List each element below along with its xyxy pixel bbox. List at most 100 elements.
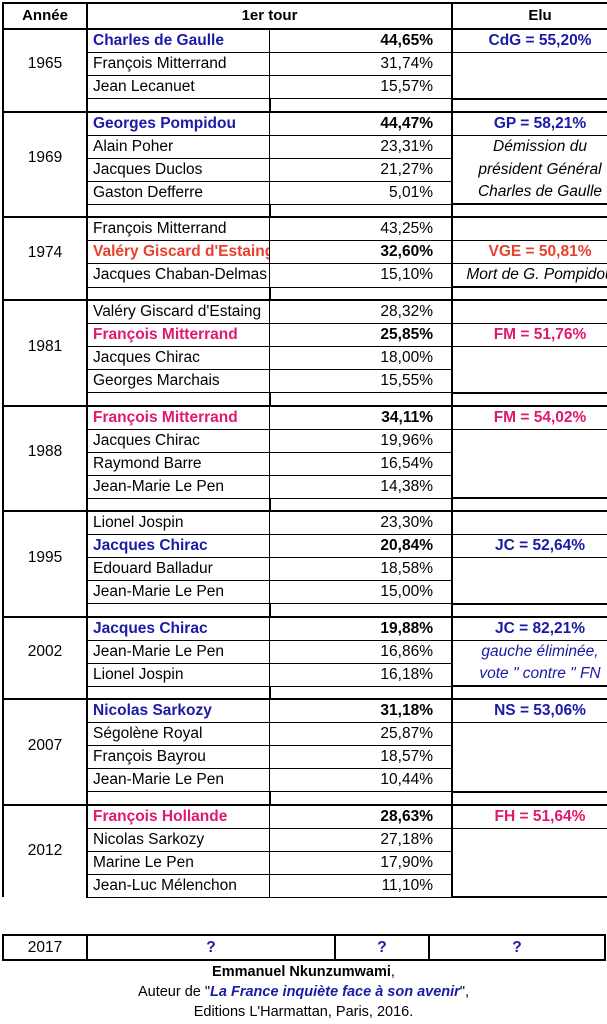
candidate-pct: 31,74%: [269, 52, 453, 76]
future-row-table: 2017 ? ? ?: [2, 934, 606, 961]
candidate-pct: 23,31%: [269, 135, 453, 159]
candidate-name: Jacques Chirac: [87, 346, 270, 370]
elected-cell: [452, 745, 607, 769]
candidate-name: Lionel Jospin: [87, 510, 270, 535]
book-suffix: ",: [459, 984, 470, 1000]
future-row: 2017 ? ? ?: [2, 934, 606, 961]
candidate-name: Jacques Chirac: [87, 534, 270, 558]
candidate-pct: 18,58%: [269, 557, 453, 581]
elected-cell: [452, 851, 607, 874]
candidate-name: Raymond Barre: [87, 452, 270, 476]
elected-cell: JC = 52,64%: [452, 534, 607, 558]
candidate-pct: 34,11%: [269, 404, 453, 430]
candidate-name: Gaston Defferre: [87, 181, 270, 205]
elected-cell: FM = 51,76%: [452, 323, 607, 347]
elected-cell: CdG = 55,20%: [452, 28, 607, 53]
table-row: 1981 Valéry Giscard d'Estaing 28,32%: [2, 299, 607, 393]
candidate-name: Edouard Balladur: [87, 557, 270, 581]
table-row: Ségolène Royal 25,87%: [3, 722, 607, 746]
elected-cell: [452, 369, 607, 394]
footer: Emmanuel Nkunzumwami, Auteur de "La Fran…: [0, 962, 607, 1022]
future-year: 2017: [2, 934, 88, 961]
separator-row: [2, 498, 607, 511]
candidate-pct: 16,54%: [269, 452, 453, 476]
candidate-pct: 15,57%: [269, 75, 453, 99]
table-row: François Mitterrand 31,74%: [3, 52, 607, 76]
author-name: Emmanuel Nkunzumwami: [212, 964, 391, 980]
table-row: Jean Lecanuet 15,57%: [3, 75, 607, 100]
candidate-pct: 32,60%: [269, 240, 453, 264]
candidate-pct: 14,38%: [269, 475, 453, 499]
candidate-name: Charles de Gaulle: [87, 28, 270, 53]
book-prefix: Auteur de ": [137, 984, 211, 1000]
table-row: 1965 Charles de Gaulle 44,65% CdG = 55,20%: [2, 28, 607, 99]
footer-author-line: Emmanuel Nkunzumwami,: [0, 962, 607, 982]
header-elected: Elu: [451, 2, 607, 30]
separator-row: [2, 392, 607, 406]
elected-cell: président Général: [452, 158, 607, 181]
candidate-name: François Mitterrand: [87, 216, 270, 241]
candidate-name: Nicolas Sarkozy: [87, 828, 270, 852]
candidate-name: Jean-Marie Le Pen: [87, 640, 270, 664]
candidate-pct: 23,30%: [269, 510, 453, 535]
future-pct: ?: [334, 934, 430, 961]
footer-publisher-line: Editions L'Harmattan, Paris, 2016.: [193, 1004, 414, 1020]
elected-cell: [452, 216, 607, 241]
table-row: Raymond Barre 16,54%: [3, 452, 607, 476]
candidate-pct: 17,90%: [269, 851, 453, 875]
separator-row: [2, 204, 607, 217]
table-row: 1974 François Mitterrand 43,25%: [2, 216, 607, 287]
table-row: Marine Le Pen 17,90%: [3, 851, 607, 875]
elected-cell: Charles de Gaulle: [452, 181, 607, 205]
candidate-name: Valéry Giscard d'Estaing: [87, 240, 270, 264]
candidate-pct: 5,01%: [269, 181, 453, 205]
elected-cell: FH = 51,64%: [452, 803, 607, 829]
candidate-name: François Mitterrand: [87, 52, 270, 76]
candidate-name: Jacques Chirac: [87, 615, 270, 641]
table-row: Jacques Chirac 20,84% JC = 52,64%: [3, 534, 607, 558]
table-row: Jean-Luc Mélenchon 11,10%: [3, 874, 607, 898]
candidate-name: François Bayrou: [87, 745, 270, 769]
elected-cell: [452, 722, 607, 746]
elected-cell: [452, 557, 607, 581]
candidate-name: Valéry Giscard d'Estaing: [87, 299, 270, 324]
candidate-pct: 20,84%: [269, 534, 453, 558]
candidate-pct: 27,18%: [269, 828, 453, 852]
future-name: ?: [86, 934, 336, 961]
header-round: 1er tour: [86, 2, 453, 30]
table-row: 1988 François Mitterrand 34,11% FM = 54,02%: [2, 404, 607, 498]
elected-cell: [452, 874, 607, 898]
elected-cell: [452, 299, 607, 324]
candidate-name: Jean-Marie Le Pen: [87, 475, 270, 499]
candidate-pct: 15,00%: [269, 580, 453, 604]
candidate-name: François Mitterrand: [87, 323, 270, 347]
candidate-pct: 16,86%: [269, 640, 453, 664]
elected-cell: GP = 58,21%: [452, 110, 607, 136]
candidate-pct: 10,44%: [269, 768, 453, 792]
candidate-pct: 43,25%: [269, 216, 453, 241]
elected-cell: [452, 452, 607, 475]
table-row: Jean-Marie Le Pen 14,38%: [3, 475, 607, 499]
candidate-pct: 19,96%: [269, 429, 453, 453]
candidate-name: Georges Pompidou: [87, 110, 270, 136]
table-row: Alain Poher 23,31% Démission du: [3, 135, 607, 159]
table-row: 1969 Georges Pompidou 44,47% GP = 58,21%: [2, 110, 607, 204]
elected-cell: [452, 828, 607, 851]
header-year: Année: [2, 2, 88, 30]
candidate-pct: 28,32%: [269, 299, 453, 324]
table-row: François Bayrou 18,57%: [3, 745, 607, 769]
elected-cell: Démission du: [452, 135, 607, 158]
table-row: Georges Marchais 15,55%: [3, 369, 607, 394]
candidate-pct: 16,18%: [269, 663, 453, 687]
elected-cell: gauche éliminée,: [452, 640, 607, 663]
elected-cell: [452, 52, 607, 76]
candidate-name: Jacques Chirac: [87, 429, 270, 453]
table-row: Nicolas Sarkozy 27,18%: [3, 828, 607, 852]
elected-cell: Mort de G. Pompidou: [452, 263, 607, 288]
elected-cell: VGE = 50,81%: [452, 240, 607, 264]
separator-row: [2, 603, 607, 617]
candidate-name: François Hollande: [87, 803, 270, 829]
table-row: Jean-Marie Le Pen 15,00%: [3, 580, 607, 605]
elected-cell: [452, 346, 607, 370]
separator-row: [2, 791, 607, 805]
